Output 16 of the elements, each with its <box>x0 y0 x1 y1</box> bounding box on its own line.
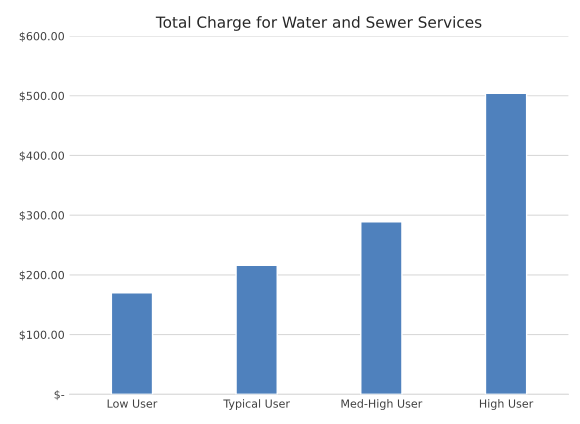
y-tick-label: $600.00 <box>20 32 64 42</box>
y-tick-label: $- <box>54 390 64 400</box>
y-tick-label: $500.00 <box>20 92 64 102</box>
x-tick-label: Typical User <box>223 399 290 410</box>
bar <box>235 264 278 394</box>
y-tick-label: $300.00 <box>20 210 64 222</box>
bar <box>110 292 154 394</box>
x-tick-label: Low User <box>108 400 158 408</box>
bar <box>484 92 528 394</box>
y-tick-label: $100.00 <box>20 330 64 340</box>
chart-title: Total Charge for Water and Sewer Services <box>156 16 482 31</box>
y-tick-label: $200.00 <box>20 270 64 281</box>
y-tick-label: $400.00 <box>20 151 64 162</box>
x-tick-label: High User <box>480 399 534 410</box>
bar <box>360 221 403 394</box>
x-tick-label: Med-High User <box>342 399 422 410</box>
